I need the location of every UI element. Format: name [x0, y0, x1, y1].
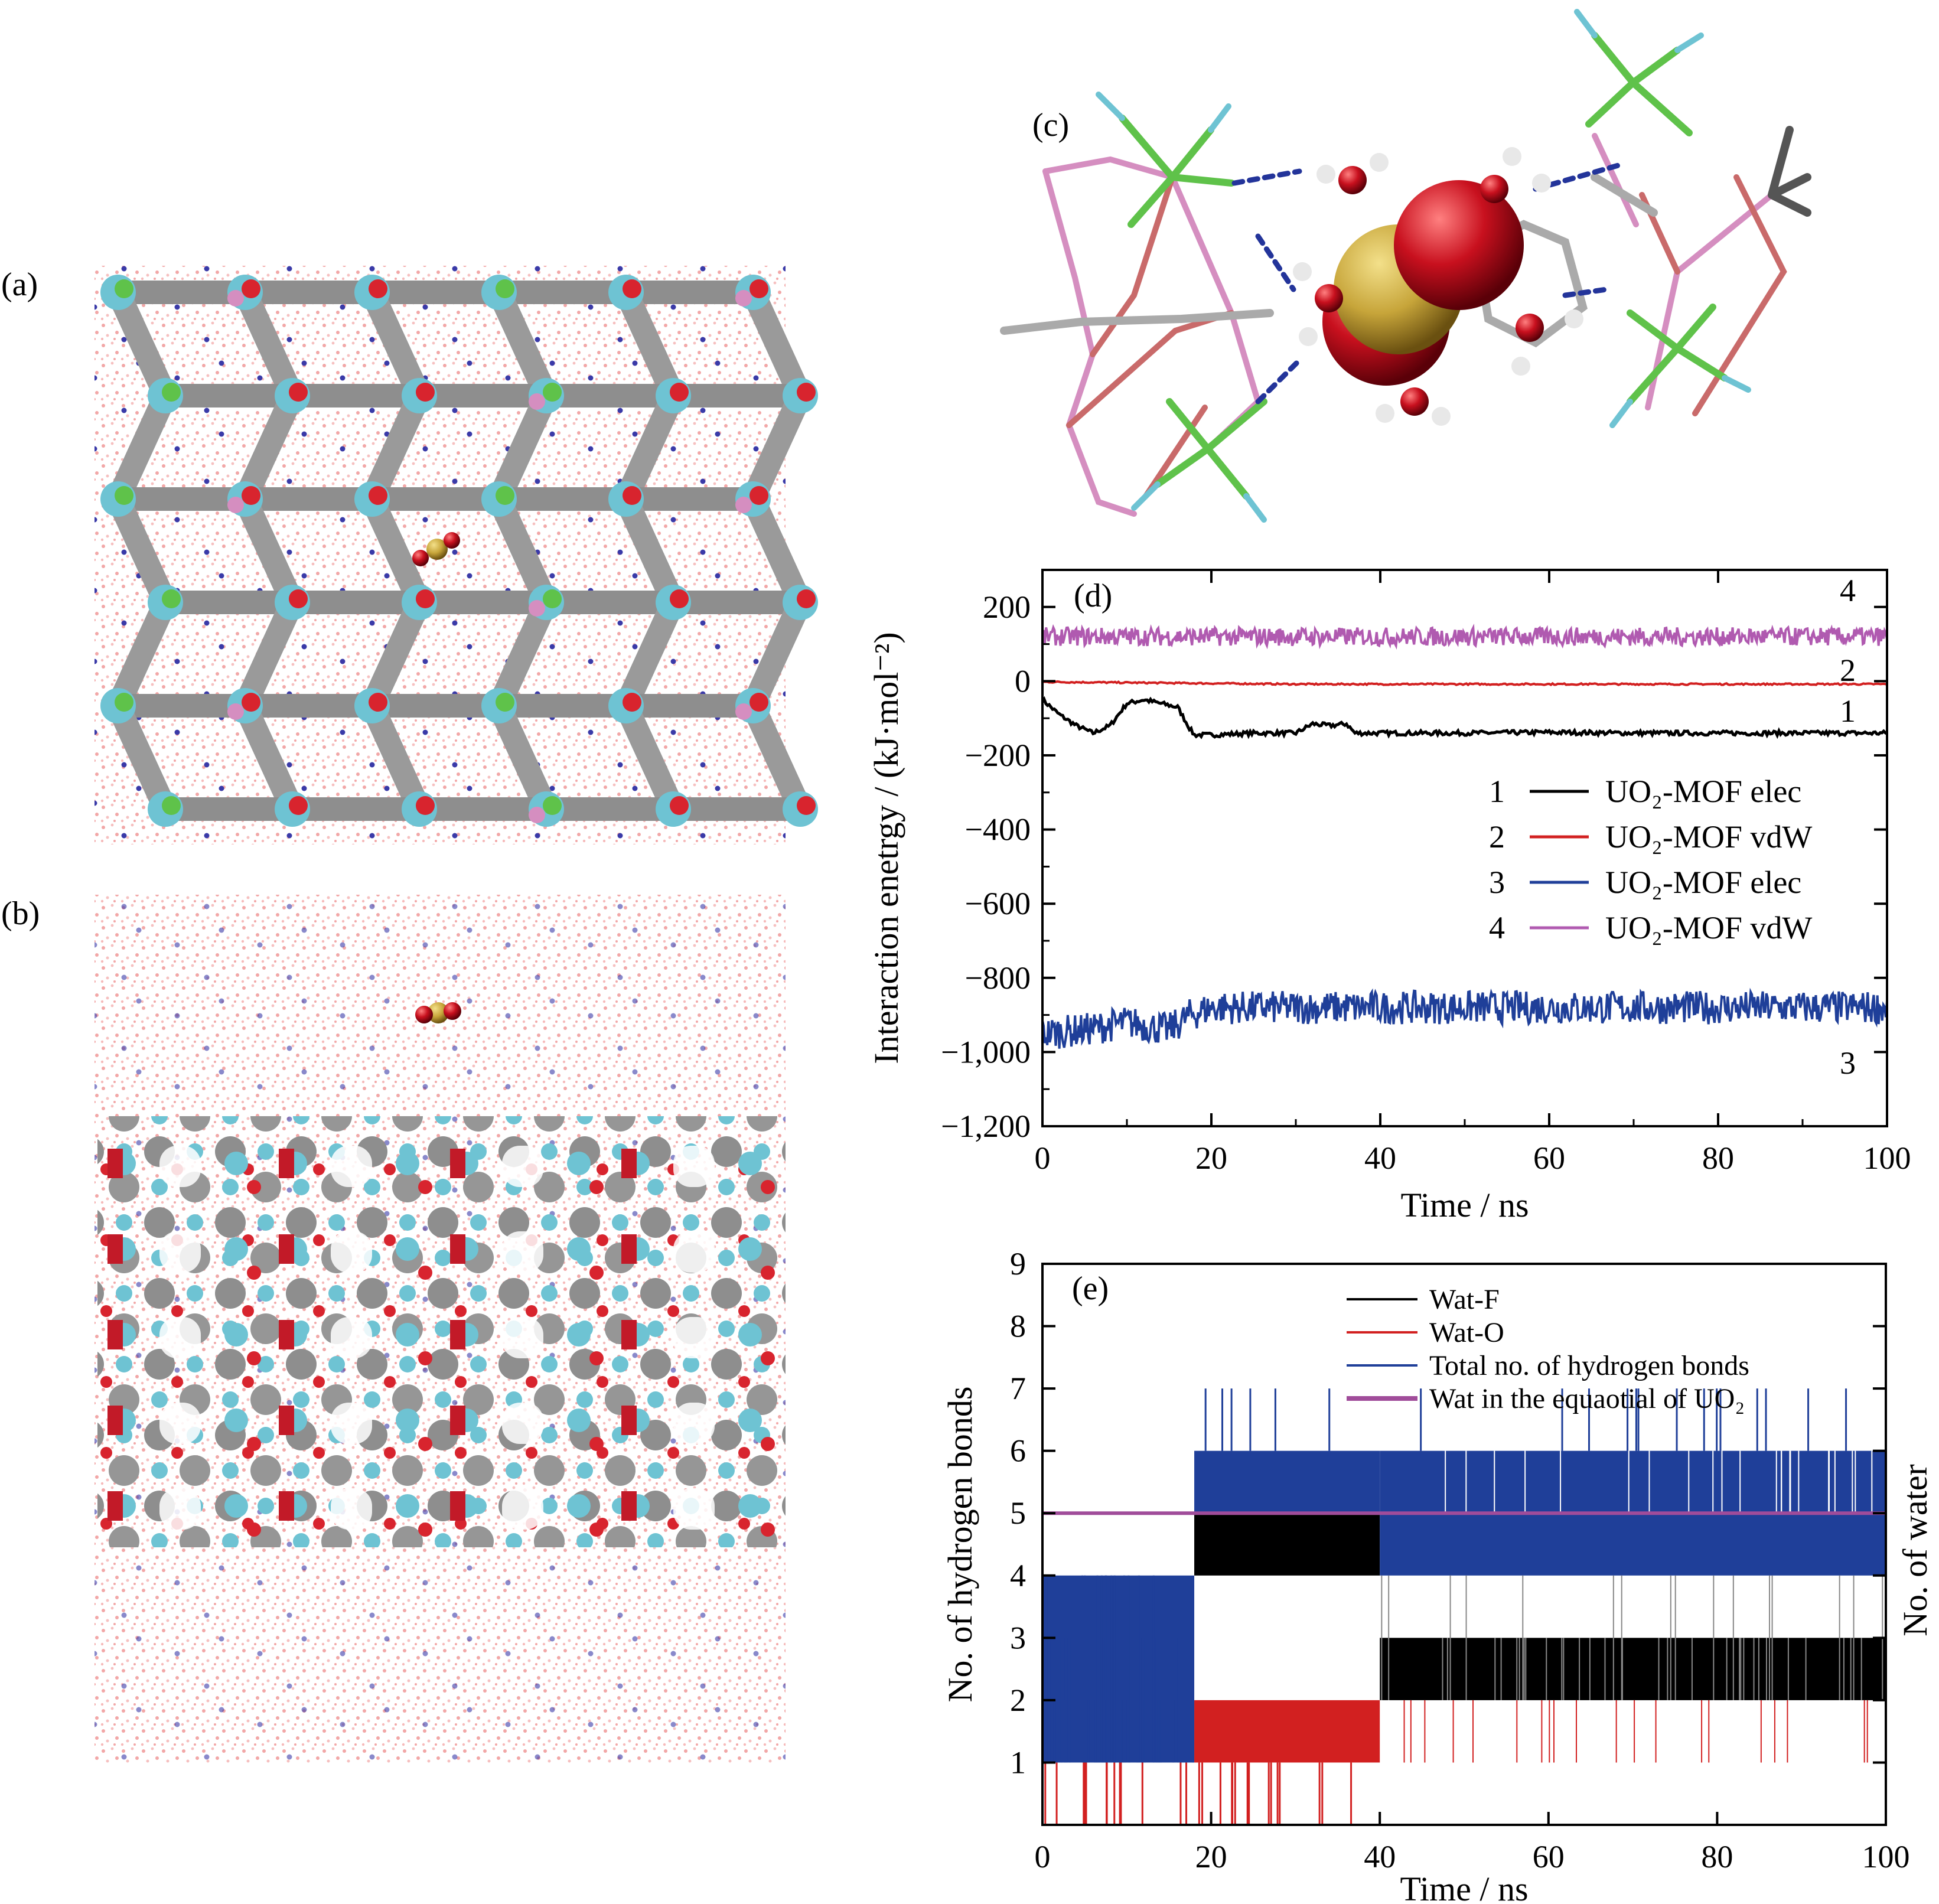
y-tick-label-d: −400 — [965, 812, 1031, 847]
y-axis-title-e: No. of hydrogen bonds — [941, 1387, 979, 1703]
y-tick-label-d: −1,200 — [941, 1109, 1031, 1144]
x-tick-label-d: 80 — [1702, 1140, 1734, 1176]
panel-label-b: (b) — [1, 895, 40, 932]
y-tick-label-e: 5 — [1010, 1495, 1026, 1531]
y-tick-label-d: −1,000 — [941, 1034, 1031, 1070]
x-tick-label-e: 60 — [1533, 1839, 1565, 1874]
legend-label-d: UO₂-MOF elec — [1605, 774, 1801, 809]
x-tick-label-e: 100 — [1862, 1839, 1910, 1874]
panel-label-a: (a) — [1, 266, 38, 303]
y-tick-label-e: 4 — [1010, 1558, 1026, 1593]
legend-label-e: Wat in the equaotial of UO₂ — [1429, 1383, 1745, 1414]
y-tick-label-e: 3 — [1010, 1620, 1026, 1655]
y-tick-label-e: 1 — [1010, 1745, 1026, 1780]
legend-index-d: 4 — [1489, 910, 1505, 946]
series-1-line — [1041, 696, 1888, 739]
y-tick-label-d: 200 — [983, 589, 1031, 625]
x-tick-label-d: 20 — [1195, 1140, 1227, 1176]
chart-e: 0 20 40 60 80 100 1 2 3 4 5 6 7 8 9 Time / ns No. of hyd… — [941, 1246, 1934, 1904]
curve-annotation: 3 — [1840, 1045, 1856, 1081]
y-tick-label-d: 0 — [1015, 663, 1031, 699]
x-tick-label-d: 0 — [1035, 1140, 1051, 1176]
series-2-line — [1042, 680, 1888, 687]
legend-label-e: Wat-F — [1429, 1284, 1500, 1315]
curve-annotation: 4 — [1840, 573, 1856, 608]
y-axis-title-d: Interaction enetrgy / (kJ·mol⁻²) — [867, 632, 905, 1064]
panel-b-mof-sideview — [94, 895, 786, 1763]
panel-a-mof-topview — [94, 266, 818, 845]
y-tick-label-d: −600 — [965, 886, 1031, 921]
x-tick-label-e: 20 — [1195, 1839, 1227, 1874]
chart-d: 0 20 40 60 80 100 200 0 −200 −400 −600 −800 −1,000 −1… — [867, 569, 1911, 1224]
panel-label-d: (d) — [1074, 578, 1112, 614]
series-4-line — [1041, 624, 1888, 650]
legend-index-d: 3 — [1489, 865, 1505, 900]
y-tick-label-d: −800 — [965, 960, 1031, 996]
legend-label-d: UO₂-MOF elec — [1605, 865, 1801, 900]
panel-c-coordination — [1000, 9, 1811, 523]
panel-label-c: (c) — [1032, 107, 1069, 144]
panel-label-e: (e) — [1072, 1270, 1109, 1307]
y-tick-label-e: 9 — [1010, 1246, 1026, 1282]
legend-label-e: Total no. of hydrogen bonds — [1429, 1350, 1749, 1381]
x-tick-label-d: 100 — [1863, 1140, 1911, 1176]
y2-axis-title-e: No. of water — [1896, 1464, 1934, 1636]
curve-annotation: 2 — [1840, 653, 1856, 688]
x-tick-label-d: 40 — [1364, 1140, 1396, 1176]
y-tick-label-d: −200 — [965, 738, 1031, 773]
legend-label-e: Wat-O — [1429, 1317, 1504, 1348]
curve-annotation: 1 — [1840, 693, 1856, 729]
legend-index-d: 1 — [1489, 774, 1505, 809]
uranyl-ion-a — [426, 539, 448, 560]
y-tick-label-e: 2 — [1010, 1683, 1026, 1718]
band-total — [1042, 1575, 1195, 1763]
legend-label-d: UO₂-MOF vdW — [1605, 910, 1812, 946]
band-wat-o — [1194, 1700, 1380, 1763]
x-tick-label-e: 40 — [1364, 1839, 1396, 1874]
x-axis-title-d: Time / ns — [1400, 1186, 1529, 1224]
legend-index-d: 2 — [1489, 819, 1505, 855]
band-wat-f — [1380, 1638, 1886, 1700]
x-tick-label-e: 0 — [1035, 1839, 1051, 1874]
legend-label-d: UO₂-MOF vdW — [1605, 819, 1812, 855]
band-total — [1194, 1450, 1380, 1514]
x-axis-title-e: Time / ns — [1400, 1870, 1528, 1904]
y-tick-label-e: 6 — [1010, 1433, 1026, 1469]
x-tick-label-e: 80 — [1701, 1839, 1733, 1874]
series-3-line — [1041, 987, 1888, 1049]
x-tick-label-d: 60 — [1533, 1140, 1565, 1176]
y-tick-label-e: 7 — [1010, 1371, 1026, 1406]
uranyl-ion-b — [428, 1002, 449, 1023]
y-tick-label-e: 8 — [1010, 1309, 1026, 1344]
plot-frame-e — [1041, 1263, 1887, 1826]
band-wat-f — [1194, 1513, 1380, 1576]
